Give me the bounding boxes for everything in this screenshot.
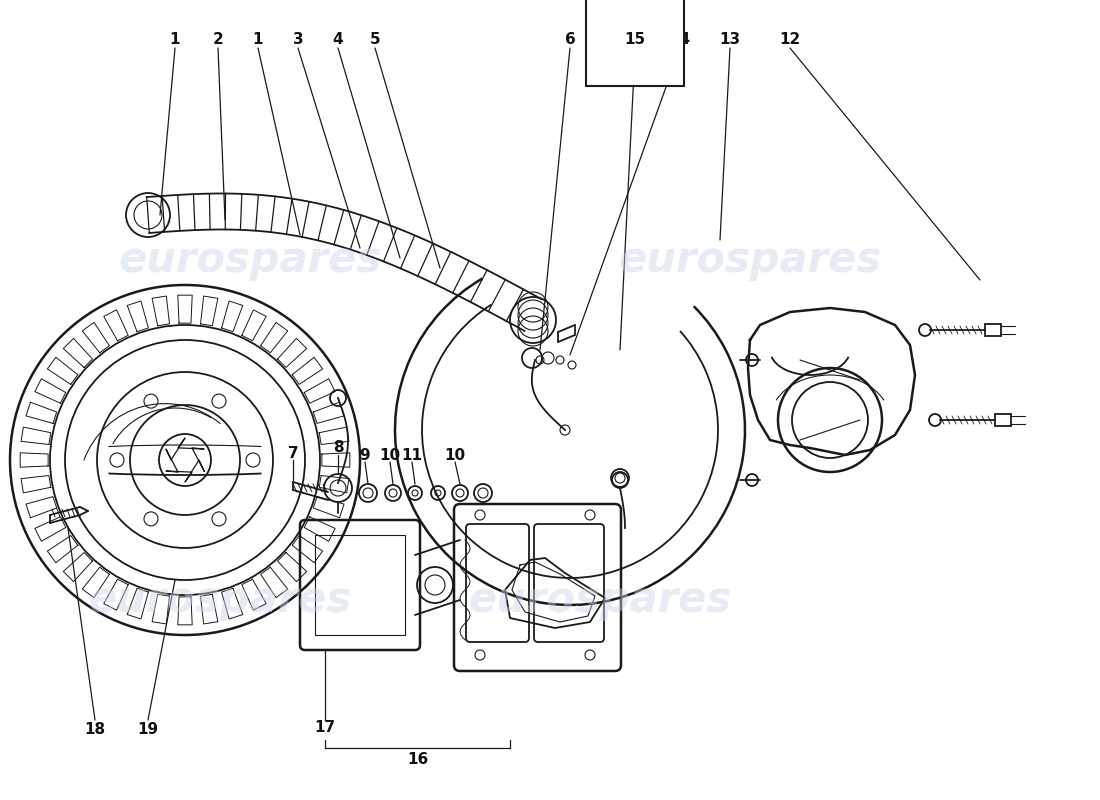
Bar: [315, 535, 405, 635]
Text: 10: 10: [379, 447, 400, 462]
Text: 1: 1: [253, 33, 263, 47]
Text: eurospares: eurospares: [88, 579, 352, 621]
Text: 3: 3: [293, 33, 304, 47]
Text: 6: 6: [564, 33, 575, 47]
Text: 14: 14: [670, 33, 691, 47]
Text: 16: 16: [407, 753, 429, 767]
Text: 15: 15: [625, 33, 646, 47]
Text: 8: 8: [332, 441, 343, 455]
Text: 12: 12: [780, 33, 801, 47]
Text: 10: 10: [444, 447, 465, 462]
Bar: [984, 324, 1001, 336]
Text: 9: 9: [360, 447, 371, 462]
Text: eurospares: eurospares: [119, 239, 382, 281]
Text: 4: 4: [332, 33, 343, 47]
Text: 2: 2: [212, 33, 223, 47]
Text: 17: 17: [315, 721, 336, 735]
Text: 7: 7: [288, 446, 298, 461]
Text: eurospares: eurospares: [469, 579, 732, 621]
Bar: [996, 414, 1011, 426]
Text: 18: 18: [85, 722, 106, 738]
Text: 13: 13: [719, 33, 740, 47]
Text: 1: 1: [169, 33, 180, 47]
Text: eurospares: eurospares: [618, 239, 881, 281]
Text: 11: 11: [402, 447, 422, 462]
Text: 5: 5: [370, 33, 381, 47]
Text: 19: 19: [138, 722, 158, 738]
